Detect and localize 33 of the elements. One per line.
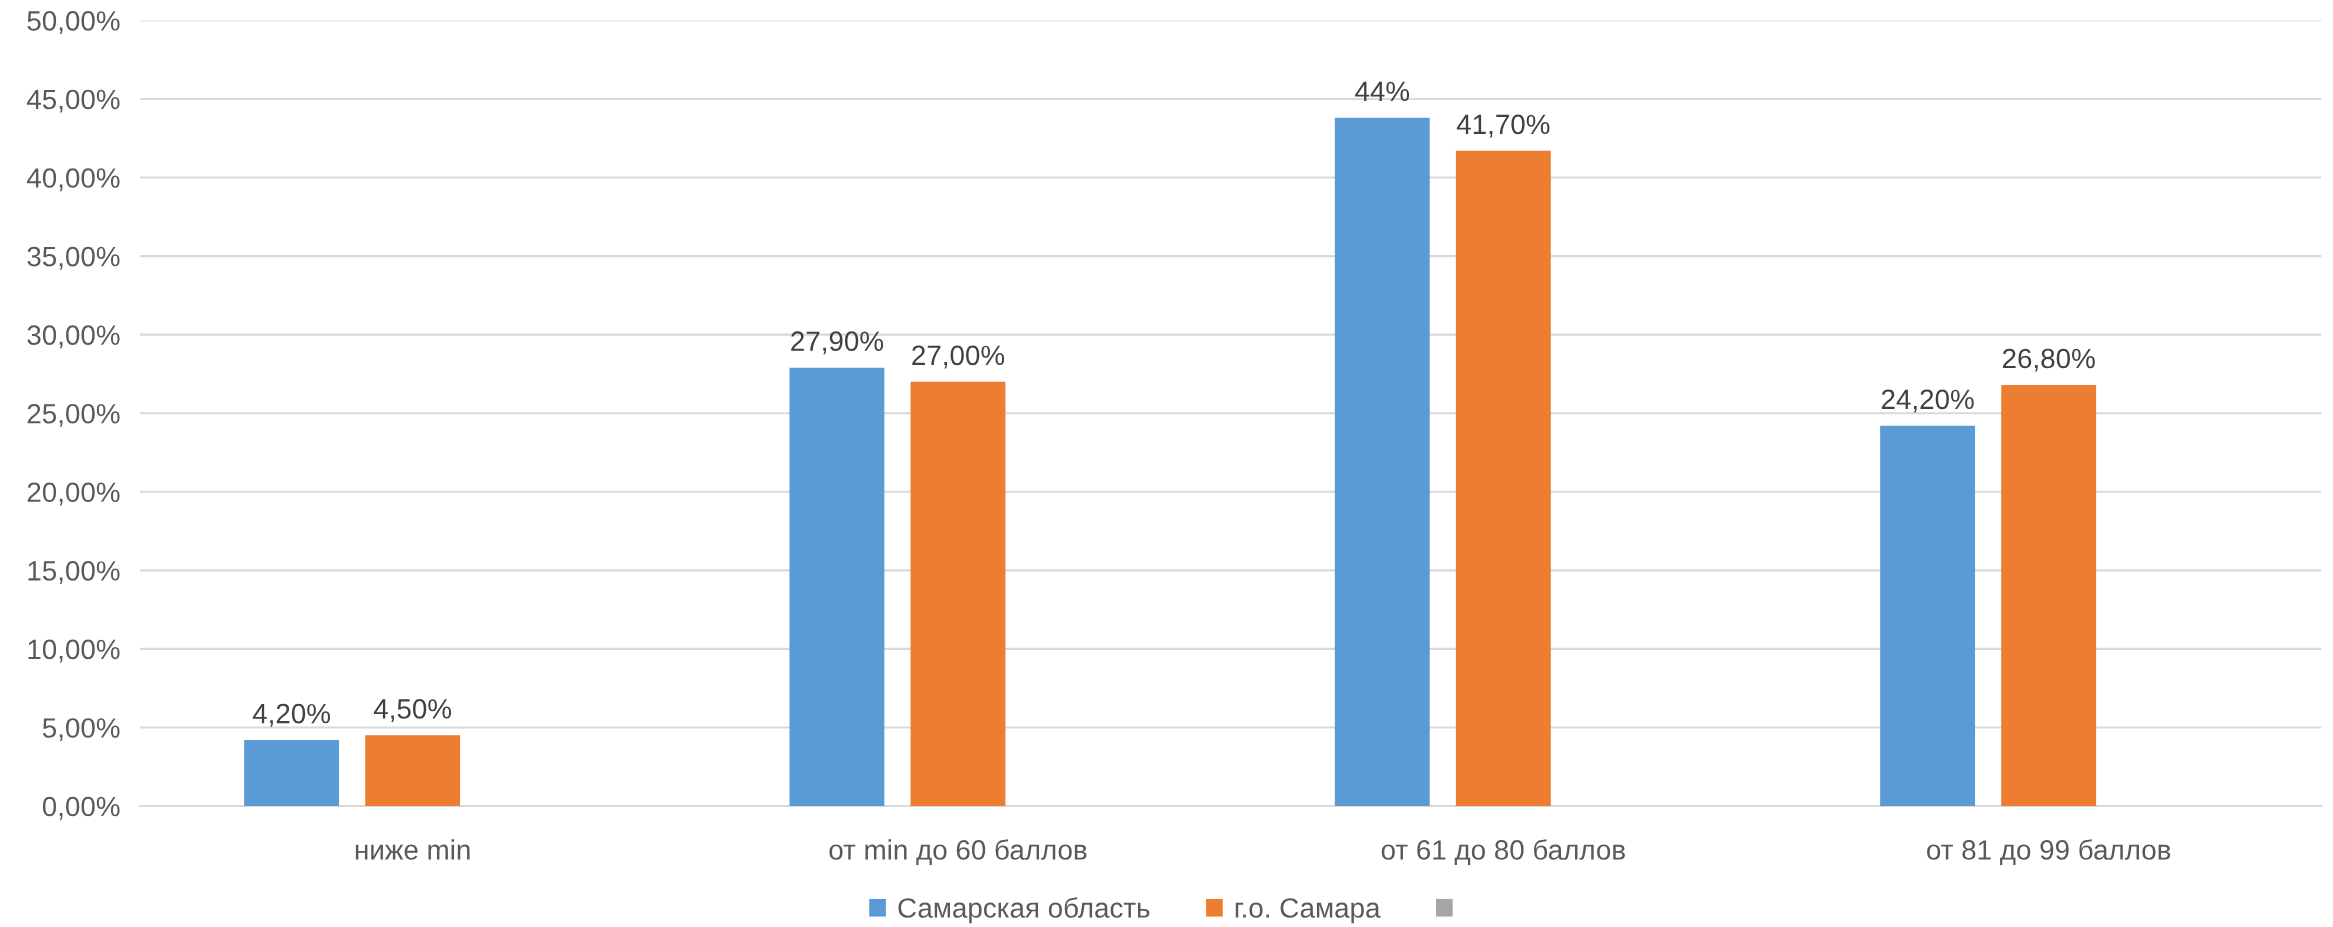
y-tick-label: 40,00% xyxy=(26,168,120,192)
data-label: 24,20% xyxy=(1881,389,1974,413)
bar xyxy=(1334,117,1430,807)
data-label: 27,00% xyxy=(912,345,1005,369)
data-label: 4,50% xyxy=(373,699,452,722)
legend-label: г.о. Самара xyxy=(1235,898,1381,924)
data-label: 4,20% xyxy=(252,703,330,727)
y-tick-label: 15,00% xyxy=(28,561,120,584)
x-tick-label: от 61 до 80 баллов xyxy=(1381,839,1625,866)
y-tick-label: 10,00% xyxy=(28,639,120,663)
bar xyxy=(910,381,1006,807)
data-label: 26,80% xyxy=(2002,348,2095,372)
y-tick-label: 30,00% xyxy=(27,325,120,349)
y-tick-label: 0,00% xyxy=(42,796,120,820)
bar xyxy=(1880,425,1976,807)
y-tick-label: 50,00% xyxy=(27,11,120,35)
bar xyxy=(365,735,461,807)
y-tick-label: 45,00% xyxy=(26,89,120,113)
bar xyxy=(1455,150,1551,807)
x-tick-label: ниже min xyxy=(355,839,470,860)
data-label: 41,70% xyxy=(1456,114,1550,138)
y-tick-label: 5,00% xyxy=(42,718,120,742)
legend-label: Самарская область xyxy=(898,897,1150,924)
y-tick-label: 20,00% xyxy=(27,482,120,506)
y-tick-label: 35,00% xyxy=(27,246,120,270)
bar xyxy=(244,740,340,807)
y-tick-label: 25,00% xyxy=(27,403,120,427)
x-tick-label: от 81 до 99 баллов xyxy=(1927,839,2171,866)
x-tick-label: от min до 60 баллов xyxy=(829,839,1087,866)
data-label: 27,90% xyxy=(791,331,884,355)
bar xyxy=(2001,384,2097,807)
bar xyxy=(789,367,885,807)
data-label: 44% xyxy=(1355,81,1410,102)
